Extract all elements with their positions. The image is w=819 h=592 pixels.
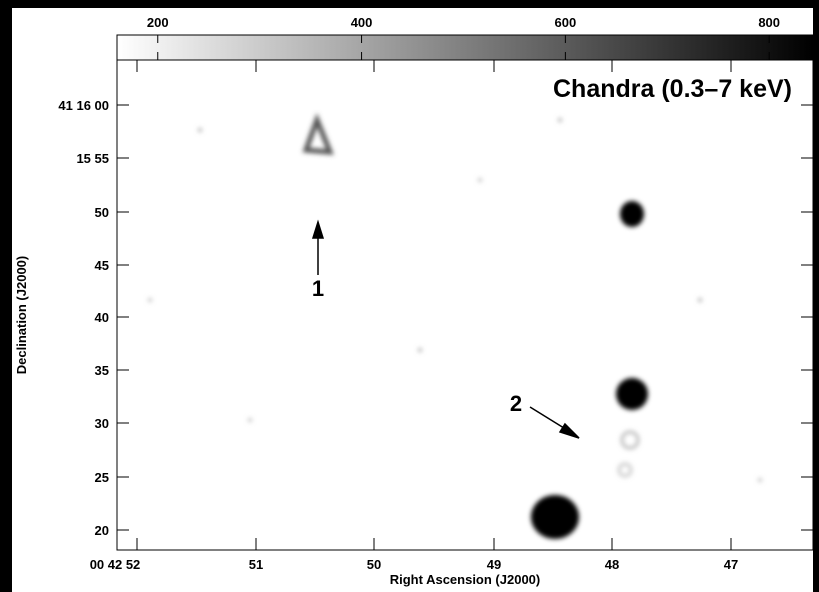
x-tick-label: 00 42 52 [90, 557, 141, 572]
colorbar-tick-label: 800 [758, 15, 780, 30]
colorbar-tick-label: 600 [555, 15, 577, 30]
y-tick-label: 35 [95, 363, 109, 378]
x-tick-label: 49 [487, 557, 501, 572]
x-ray-image [148, 113, 762, 539]
y-tick-label: 40 [95, 310, 109, 325]
y-tick-label: 41 16 00 [58, 98, 109, 113]
x-tick-label: 51 [249, 557, 263, 572]
y-tick-label: 20 [95, 523, 109, 538]
annotation: 1 [312, 276, 324, 301]
x-tick-label: 50 [367, 557, 381, 572]
arrow-2 [529, 406, 580, 439]
annotation: 2 [510, 391, 522, 416]
x-axis-label: Right Ascension (J2000) [390, 572, 541, 587]
y-tick-label: 50 [95, 205, 109, 220]
y-tick-label: 25 [95, 470, 109, 485]
colorbar-tick-label: 400 [351, 15, 373, 30]
x-tick-label: 48 [605, 557, 619, 572]
y-tick-label: 15 55 [76, 151, 109, 166]
x-tick-label: 47 [724, 557, 738, 572]
y-tick-label: 30 [95, 416, 109, 431]
colorbar-tick-label: 200 [147, 15, 169, 30]
y-axis-label: Declination (J2000) [14, 256, 29, 375]
y-tick-label: 45 [95, 258, 109, 273]
colorbar [116, 34, 814, 61]
arrow-1 [311, 219, 325, 275]
title: Chandra (0.3–7 keV) [553, 75, 792, 103]
image-frame [116, 59, 814, 551]
